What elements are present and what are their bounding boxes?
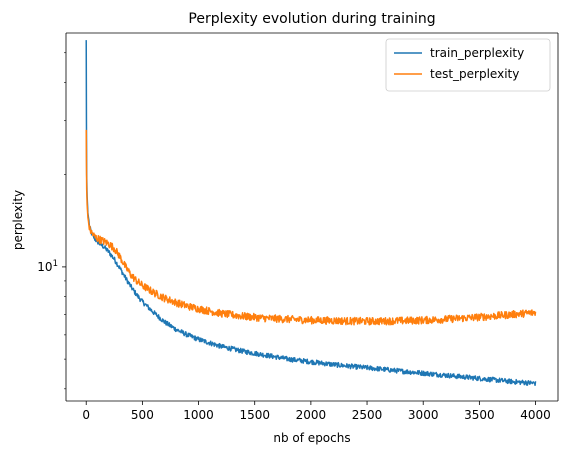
- legend-box: [385, 38, 551, 92]
- y-axis-label: perplexity: [11, 190, 25, 250]
- x-tick-label: 1000: [183, 408, 214, 422]
- x-tick-label: 0: [82, 408, 90, 422]
- series-line-train-perplexity: [85, 40, 537, 387]
- x-axis-label: nb of epochs: [273, 431, 350, 445]
- y-tick-label: 101: [37, 259, 58, 274]
- plot-area: [66, 33, 558, 401]
- chart-title: Perplexity evolution during training: [188, 11, 435, 27]
- x-tick-label: 2500: [352, 408, 383, 422]
- x-tick-label: 2000: [296, 408, 327, 422]
- legend-label: test_perplexity: [430, 67, 519, 81]
- x-tick-label: 4000: [520, 408, 551, 422]
- series-line-test-perplexity: [85, 129, 537, 326]
- series-group: [85, 40, 537, 387]
- x-tick-label: 500: [131, 408, 154, 422]
- legend: train_perplexity test_perplexity: [385, 38, 551, 92]
- x-tick-label: 1500: [239, 408, 270, 422]
- legend-label: train_perplexity: [430, 46, 524, 60]
- x-tick-label: 3500: [464, 408, 495, 422]
- x-tick-label: 3000: [408, 408, 439, 422]
